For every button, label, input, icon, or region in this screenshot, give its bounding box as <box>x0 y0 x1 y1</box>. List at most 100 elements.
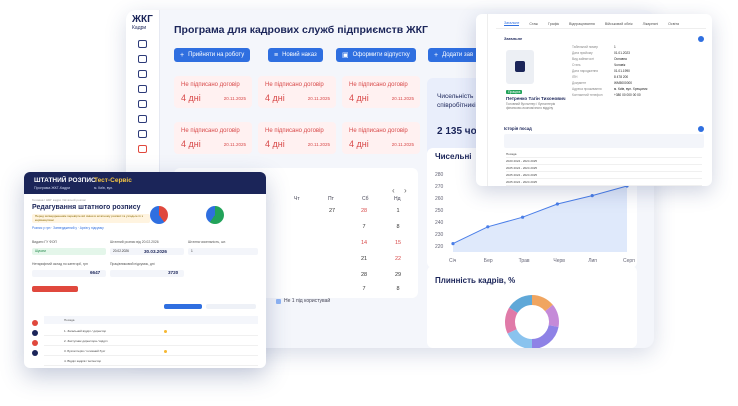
logout-icon[interactable] <box>138 145 147 153</box>
tab-military[interactable]: Військовий облік <box>604 21 633 26</box>
company-address: м. Київ, вул. <box>94 186 113 190</box>
employee-card-sidebar <box>476 14 488 186</box>
contract-card[interactable]: Не підписано договір 4 дні 20.11.2025 <box>174 122 252 154</box>
field-values: 1 01.01.2023 Основна Чоловік 01.01.1990 8 478… <box>614 45 648 97</box>
vacation-button[interactable]: ▣ Оформити відпустку <box>336 48 416 62</box>
table-row[interactable]: 3. Бухгалтерія / головний бухг <box>44 346 258 356</box>
add-position-icon[interactable] <box>698 126 704 132</box>
table-header: Посада <box>44 316 258 324</box>
cancel-button[interactable] <box>206 304 256 309</box>
status-dot <box>32 320 38 326</box>
calendar-day[interactable]: 28 <box>360 208 368 214</box>
x-tick-label: Лип <box>588 258 597 264</box>
home-icon[interactable] <box>138 40 147 48</box>
approve-button[interactable] <box>32 286 78 292</box>
progress-ring <box>150 206 168 224</box>
search-field[interactable]: Шукати <box>32 248 106 255</box>
contract-card[interactable]: Не підписано договір 4 дні 20.11.2025 <box>258 76 336 108</box>
status-dot <box>32 340 38 346</box>
employee-name: Петренко Тагін Тихонович <box>506 96 566 101</box>
edit-icon[interactable] <box>698 36 704 42</box>
legend-swatch <box>276 298 281 304</box>
plus-icon: + <box>180 51 185 59</box>
document-icon[interactable] <box>138 55 147 63</box>
weekday-header: Нд <box>394 196 401 202</box>
donut-slice <box>531 295 553 312</box>
table-row[interactable]: 4. Відділ кадрів / інспектор <box>44 356 258 366</box>
hire-button[interactable]: + Прийняти на роботу <box>174 48 251 62</box>
data-point <box>521 215 525 219</box>
employee-card-window: Загальне Стаж Графік Відпрацювання Війсь… <box>476 14 712 186</box>
tab-education[interactable]: Освіта <box>668 21 680 26</box>
table-row[interactable]: 2020 2024 - 2024 2025 <box>506 159 702 165</box>
org-structure-icon[interactable] <box>138 100 147 108</box>
calendar-day[interactable]: 15 <box>394 240 402 246</box>
donut-slice <box>531 324 559 348</box>
data-point <box>486 225 490 229</box>
contract-card[interactable]: Не підписано договір 4 дні 20.11.2025 <box>174 76 252 108</box>
contract-card[interactable]: Не підписано договір 4 дні 20.11.2025 <box>342 76 420 108</box>
prev-month-icon[interactable]: ‹ <box>392 186 395 195</box>
donut-chart-svg <box>505 295 559 348</box>
calendar-day[interactable]: 14 <box>360 240 368 246</box>
calendar-day[interactable]: 21 <box>360 256 368 262</box>
book-icon[interactable] <box>138 130 147 138</box>
calendar-day[interactable]: 8 <box>396 286 400 292</box>
list-icon[interactable] <box>138 85 147 93</box>
date-field[interactable]: 20.02.2026 <box>110 248 184 255</box>
view-links[interactable]: Розпис у грн · Затверджений у · Архів у … <box>32 226 104 230</box>
calendar-day[interactable]: 29 <box>394 272 402 278</box>
calendar-day[interactable]: 28 <box>360 272 368 278</box>
tab-general[interactable]: Загальне <box>504 21 520 26</box>
contract-card[interactable]: Не підписано договір 4 дні 20.11.2025 <box>258 122 336 154</box>
tab-schedule[interactable]: Графік <box>547 21 560 26</box>
warning-banner: Перед затвердженням перевірте всі зміни … <box>32 214 150 223</box>
table-row[interactable]: 2025 2024 - 2024 2025 <box>506 173 702 179</box>
calendar-day[interactable]: 1 <box>396 208 400 214</box>
y-tick-label: 270 <box>435 184 444 190</box>
weekday-header: Пт <box>328 196 334 202</box>
status-dot <box>32 330 38 336</box>
staff-schedule-window: ШТАТНИЙ РОЗПИС Тест-Сервіс Програма ЖКГ-… <box>24 172 266 368</box>
calendar-day[interactable]: 7 <box>362 224 366 230</box>
tab-worktime[interactable]: Відпрацювання <box>569 21 595 26</box>
field-labels: Табельний номер Дата прийому Вид зайнятост… <box>572 45 603 97</box>
section-title: Загальне <box>504 36 523 41</box>
avatar <box>506 50 534 84</box>
save-button[interactable] <box>164 304 202 309</box>
x-tick-label: Бер <box>484 258 493 264</box>
calendar-day[interactable]: 7 <box>362 286 366 292</box>
series-area <box>453 186 627 252</box>
table-row[interactable]: 1. Загальний відділ / директор <box>44 326 258 336</box>
new-order-button[interactable]: ≡ Новий наказ <box>268 48 323 62</box>
total-field[interactable] <box>110 270 184 277</box>
breadcrumb[interactable]: Головна / ШКГ кадри / Штатний розпис <box>32 198 86 202</box>
calendar-day[interactable]: 22 <box>394 256 402 262</box>
donut-slice <box>509 295 533 314</box>
series-line <box>452 185 628 245</box>
line-chart-svg: 220 230 240 250 260 270 280 Січ Бер Трав Черв Лип Се… <box>435 172 635 264</box>
table-row[interactable]: 2025 2024 - 2024 2025 <box>506 166 702 172</box>
clock-icon[interactable] <box>138 115 147 123</box>
users-icon[interactable] <box>138 70 147 78</box>
count-field[interactable]: 1 <box>188 248 258 255</box>
tab-experience[interactable]: Стаж <box>529 21 538 26</box>
weekday-header: Сб <box>362 196 369 202</box>
calendar-icon: ▣ <box>342 52 349 59</box>
calendar-day[interactable]: 27 <box>328 208 336 214</box>
turnover-chart: Плинність кадрів, % <box>427 266 637 348</box>
y-tick-label: 220 <box>435 244 444 250</box>
donut-slice <box>505 307 518 334</box>
contract-card[interactable]: Не підписано договір 4 дні 20.11.2025 <box>342 122 420 154</box>
next-month-icon[interactable]: › <box>404 186 407 195</box>
progress-ring <box>206 206 224 224</box>
tab-sick-leave[interactable]: Лікарняні <box>642 21 659 26</box>
table-row[interactable]: 2. Заступник директора / відділ <box>44 336 258 346</box>
salary-field[interactable] <box>32 270 106 277</box>
app-logo: ЖКГ Кадри <box>132 14 153 32</box>
table-row[interactable]: 2025 2024 - 2024 2025 <box>506 180 702 186</box>
plus-icon: + <box>434 51 439 59</box>
weekday-header: Чт <box>294 196 300 202</box>
status-badge: Працює <box>506 90 523 94</box>
calendar-day[interactable]: 8 <box>396 224 400 230</box>
